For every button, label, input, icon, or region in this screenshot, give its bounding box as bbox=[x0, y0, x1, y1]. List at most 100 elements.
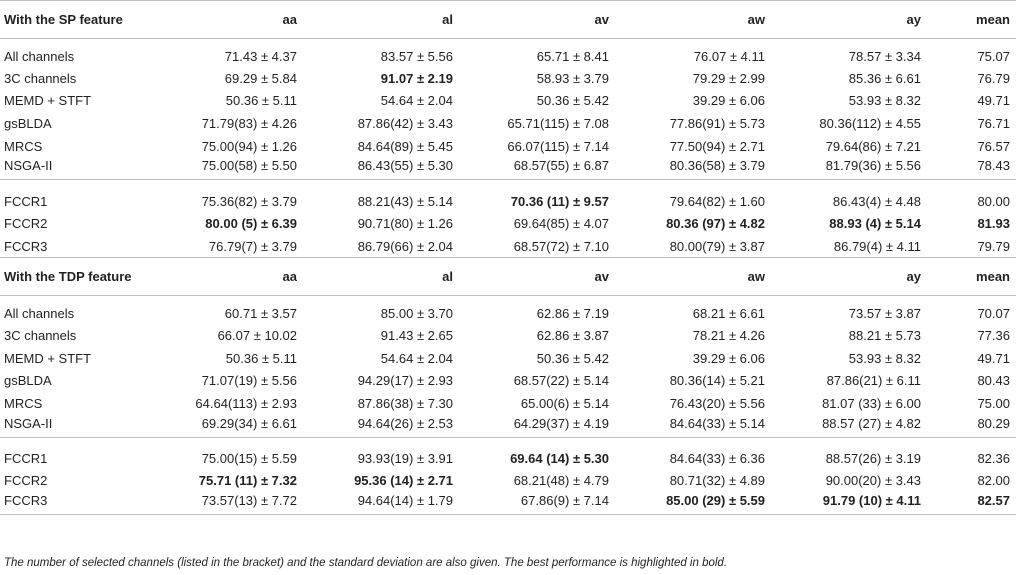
accuracy-cell: 86.79(66) ± 2.04 bbox=[357, 238, 453, 254]
accuracy-cell: 86.43(55) ± 5.30 bbox=[357, 158, 453, 174]
accuracy-cell: 66.07 ± 10.02 bbox=[217, 327, 297, 343]
accuracy-cell: 65.00(6) ± 5.14 bbox=[520, 395, 609, 411]
method-name: All channels bbox=[4, 48, 75, 64]
method-name: FCCR2 bbox=[4, 473, 48, 489]
accuracy-cell: 67.86(9) ± 7.14 bbox=[459, 492, 615, 516]
method-name: All channels bbox=[4, 305, 75, 321]
method-name: 3C channels bbox=[4, 70, 77, 86]
method-name: FCCR3 bbox=[4, 238, 48, 254]
accuracy-cell: 68.57(22) ± 5.14 bbox=[513, 373, 609, 389]
column-header: av bbox=[459, 257, 615, 297]
table-row: MEMD + STFT 50.36 ± 5.11 54.64 ± 2.04 50.36… bbox=[0, 90, 1016, 113]
accuracy-cell: 64.29(37) ± 4.19 bbox=[513, 415, 609, 431]
accuracy-cell: 53.93 ± 8.32 bbox=[848, 93, 921, 109]
accuracy-cell: 91.43 ± 2.65 bbox=[380, 327, 453, 343]
method-name: FCCR1 bbox=[0, 179, 156, 213]
table-row: FCCR1 75.00(15) ± 5.59 93.93(19) ± 3.91 69.… bbox=[0, 436, 1016, 470]
accuracy-cell: 88.93 (4) ± 5.14 bbox=[829, 216, 921, 232]
column-header: aw bbox=[615, 0, 771, 39]
accuracy-cell: 85.00 (29) ± 5.59 bbox=[615, 492, 771, 516]
accuracy-cell: 50.36 ± 5.11 bbox=[225, 350, 297, 366]
results-table: With the SP feature aa al av aw ay mean All cha… bbox=[0, 0, 1016, 516]
results-table-container: With the SP feature aa al av aw ay mean All cha… bbox=[0, 0, 1016, 516]
accuracy-cell: 64.64(113) ± 2.93 bbox=[195, 395, 297, 411]
mean-cell: 80.29 bbox=[977, 415, 1010, 431]
table-row: MEMD + STFT 50.36 ± 5.11 54.64 ± 2.04 50.36… bbox=[0, 347, 1016, 370]
accuracy-cell: 91.79 (10) ± 4.11 bbox=[771, 492, 927, 516]
accuracy-cell: 68.57(55) ± 6.87 bbox=[513, 158, 609, 174]
table-row: FCCR3 73.57(13) ± 7.72 94.64(14) ± 1.79 67.… bbox=[0, 492, 1016, 516]
accuracy-cell: 78.21 ± 4.26 bbox=[692, 327, 765, 343]
table-row: FCCR1 75.36(82) ± 3.79 88.21(43) ± 5.14 70.… bbox=[0, 179, 1016, 213]
method-name: 3C channels bbox=[4, 327, 77, 343]
accuracy-cell: 73.57 ± 3.87 bbox=[848, 305, 921, 321]
column-header: mean bbox=[927, 257, 1016, 297]
accuracy-cell: 75.71 (11) ± 7.32 bbox=[198, 473, 297, 489]
accuracy-cell: 54.64 ± 2.04 bbox=[380, 93, 453, 109]
accuracy-cell: 50.36 ± 5.42 bbox=[536, 350, 609, 366]
accuracy-cell: 88.21(43) ± 5.14 bbox=[303, 179, 459, 213]
accuracy-cell: 62.86 ± 7.19 bbox=[536, 305, 609, 321]
accuracy-cell: 71.43 ± 4.37 bbox=[224, 48, 297, 64]
section-title: With the SP feature bbox=[0, 0, 156, 39]
method-name: FCCR1 bbox=[0, 436, 156, 470]
accuracy-cell: 68.21(48) ± 4.79 bbox=[513, 473, 609, 489]
accuracy-cell: 39.29 ± 6.06 bbox=[692, 350, 765, 366]
column-header: aw bbox=[615, 257, 771, 297]
accuracy-cell: 80.36 (97) ± 4.82 bbox=[666, 216, 765, 232]
column-header: av bbox=[459, 0, 615, 39]
table-row: 3C channels 69.29 ± 5.84 91.07 ± 2.19 58.93… bbox=[0, 67, 1016, 90]
method-name: MRCS bbox=[4, 395, 43, 411]
column-header: aa bbox=[156, 0, 303, 39]
section-header-row: With the SP feature aa al av aw ay mean bbox=[0, 0, 1016, 39]
accuracy-cell: 71.07(19) ± 5.56 bbox=[201, 373, 297, 389]
table-row: FCCR2 80.00 (5) ± 6.39 90.71(80) ± 1.26 69.… bbox=[0, 212, 1016, 235]
column-header: al bbox=[303, 0, 459, 39]
accuracy-cell: 75.00(94) ± 1.26 bbox=[201, 138, 297, 154]
mean-cell: 82.57 bbox=[927, 492, 1016, 516]
method-name: FCCR2 bbox=[4, 216, 48, 232]
accuracy-cell: 80.00 (5) ± 6.39 bbox=[205, 216, 297, 232]
accuracy-cell: 79.29 ± 2.99 bbox=[692, 70, 765, 86]
accuracy-cell: 68.57(72) ± 7.10 bbox=[513, 238, 609, 254]
mean-cell: 76.71 bbox=[977, 115, 1010, 131]
table-row: All channels 71.43 ± 4.37 83.57 ± 5.56 65.7… bbox=[0, 39, 1016, 68]
accuracy-cell: 39.29 ± 6.06 bbox=[692, 93, 765, 109]
mean-cell: 80.00 bbox=[927, 179, 1016, 213]
accuracy-cell: 87.86(38) ± 7.30 bbox=[357, 395, 453, 411]
accuracy-cell: 94.64(14) ± 1.79 bbox=[303, 492, 459, 516]
column-header: al bbox=[303, 257, 459, 297]
method-name: MEMD + STFT bbox=[4, 93, 92, 109]
accuracy-cell: 77.86(91) ± 5.73 bbox=[669, 115, 765, 131]
accuracy-cell: 87.86(42) ± 3.43 bbox=[357, 115, 453, 131]
accuracy-cell: 76.07 ± 4.11 bbox=[693, 48, 765, 64]
accuracy-cell: 94.64(26) ± 2.53 bbox=[357, 415, 453, 431]
method-name: NSGA-II bbox=[4, 415, 53, 431]
accuracy-cell: 70.36 (11) ± 9.57 bbox=[459, 179, 615, 213]
accuracy-cell: 86.79(4) ± 4.11 bbox=[833, 238, 921, 254]
table-row: FCCR3 76.79(7) ± 3.79 86.79(66) ± 2.04 68.5… bbox=[0, 235, 1016, 258]
accuracy-cell: 85.36 ± 6.61 bbox=[848, 70, 921, 86]
accuracy-cell: 84.64(33) ± 6.36 bbox=[615, 436, 771, 470]
accuracy-cell: 80.71(32) ± 4.89 bbox=[669, 473, 765, 489]
mean-cell: 79.79 bbox=[977, 238, 1010, 254]
accuracy-cell: 81.07 (33) ± 6.00 bbox=[822, 395, 921, 411]
mean-cell: 76.57 bbox=[977, 138, 1010, 154]
accuracy-cell: 88.57 (27) ± 4.82 bbox=[822, 415, 921, 431]
mean-cell: 80.43 bbox=[977, 373, 1010, 389]
accuracy-cell: 75.00(58) ± 5.50 bbox=[201, 158, 297, 174]
accuracy-cell: 76.43(20) ± 5.56 bbox=[669, 395, 765, 411]
accuracy-cell: 68.21 ± 6.61 bbox=[692, 305, 765, 321]
accuracy-cell: 90.00(20) ± 3.43 bbox=[825, 473, 921, 489]
accuracy-cell: 79.64(82) ± 1.60 bbox=[615, 179, 771, 213]
accuracy-cell: 95.36 (14) ± 2.71 bbox=[354, 473, 453, 489]
mean-cell: 77.36 bbox=[977, 327, 1010, 343]
accuracy-cell: 88.57(26) ± 3.19 bbox=[771, 436, 927, 470]
mean-cell: 75.07 bbox=[977, 48, 1010, 64]
accuracy-cell: 65.71(115) ± 7.08 bbox=[507, 115, 609, 131]
mean-cell: 49.71 bbox=[977, 350, 1010, 366]
column-header: ay bbox=[771, 257, 927, 297]
mean-cell: 49.71 bbox=[977, 93, 1010, 109]
mean-cell: 75.00 bbox=[977, 395, 1010, 411]
table-row: 3C channels 66.07 ± 10.02 91.43 ± 2.65 62.8… bbox=[0, 324, 1016, 347]
